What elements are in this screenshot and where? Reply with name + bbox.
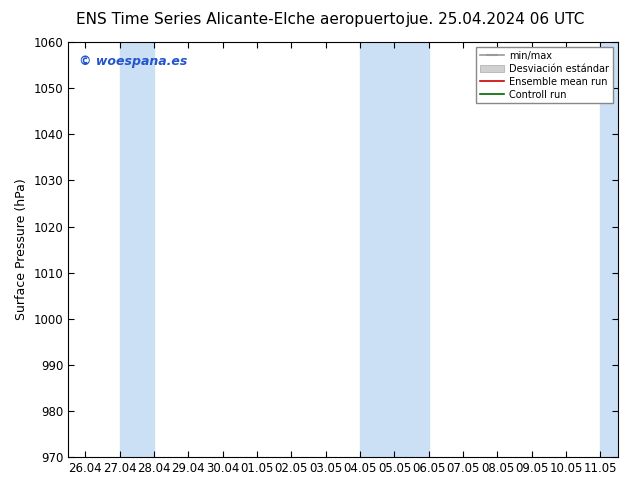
Bar: [120, 42, 154, 457]
Text: jue. 25.04.2024 06 UTC: jue. 25.04.2024 06 UTC: [405, 12, 584, 27]
Bar: [600, 42, 618, 457]
Text: © woespana.es: © woespana.es: [79, 54, 188, 68]
Bar: [360, 42, 429, 457]
Legend: min/max, Desviación estándar, Ensemble mean run, Controll run: min/max, Desviación estándar, Ensemble m…: [476, 47, 612, 103]
Y-axis label: Surface Pressure (hPa): Surface Pressure (hPa): [15, 179, 28, 320]
Text: ENS Time Series Alicante-Elche aeropuerto: ENS Time Series Alicante-Elche aeropuert…: [77, 12, 405, 27]
